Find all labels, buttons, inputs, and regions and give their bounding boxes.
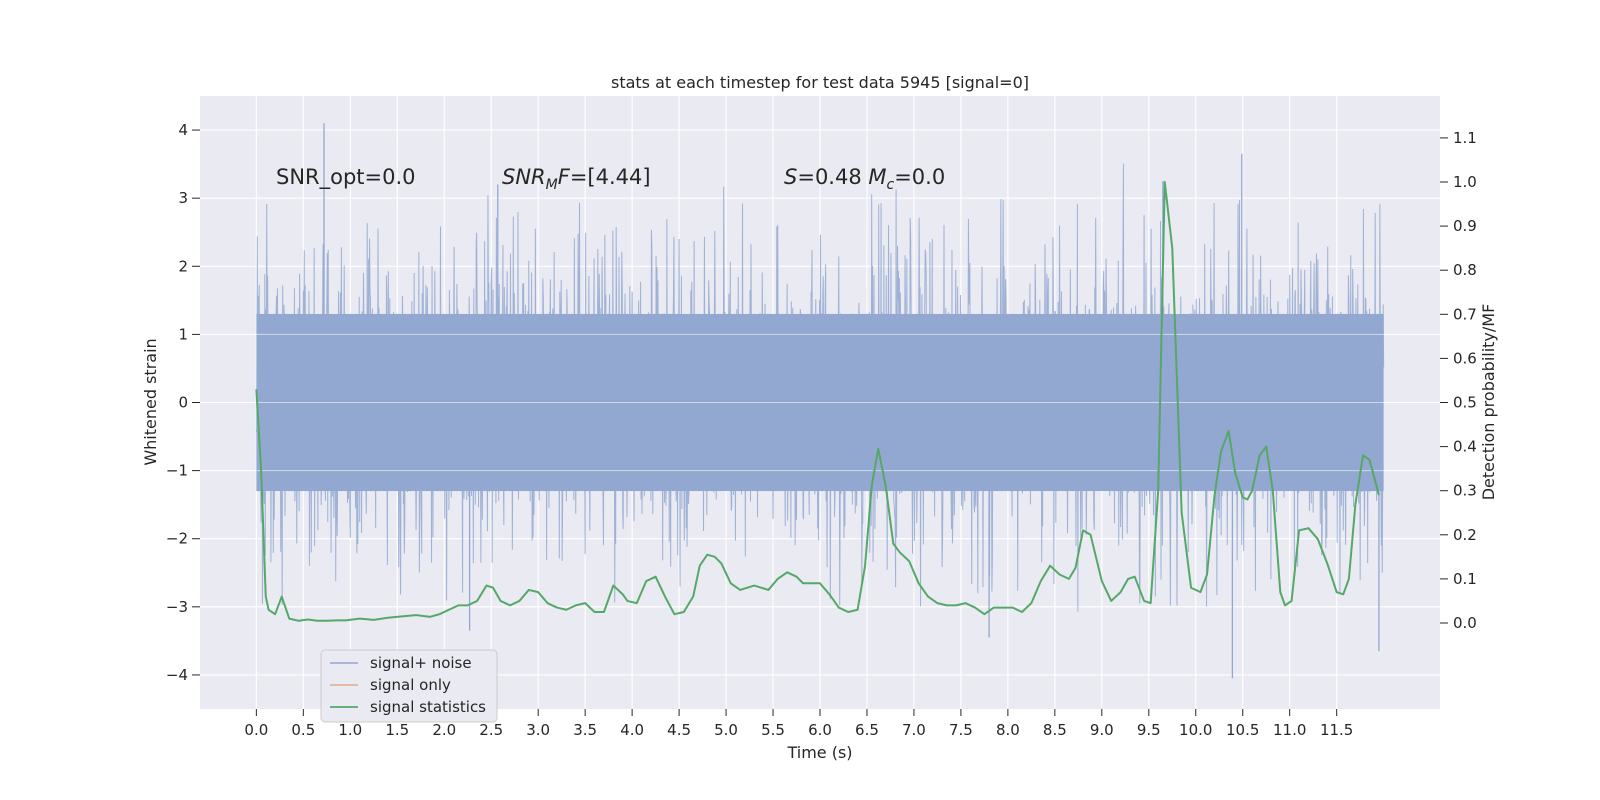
x-tick-label: 11.5 [1320, 721, 1353, 739]
signal-noise-series [255, 123, 1385, 679]
x-tick-label: 9.0 [1090, 721, 1114, 739]
x-tick-label: 1.0 [338, 721, 362, 739]
x-tick-label: 6.5 [855, 721, 879, 739]
legend: signal+ noise signal only signal statist… [320, 649, 498, 723]
signal-statistics-line [255, 181, 1380, 622]
right-tick-label: 0.2 [1453, 526, 1477, 544]
legend-label-signal-only: signal only [370, 676, 451, 694]
right-tick-label: 0.5 [1453, 394, 1477, 412]
left-axis-label: Whitened strain [141, 338, 160, 465]
right-tick-label: 0.0 [1453, 614, 1477, 632]
legend-box [320, 649, 498, 723]
x-tick-label: 10.0 [1179, 721, 1212, 739]
x-tick-label: 5.5 [761, 721, 785, 739]
x-tick-label: 3.0 [526, 721, 550, 739]
x-tick-label: 0.5 [291, 721, 315, 739]
left-tick-label: 0 [178, 394, 188, 412]
x-tick-label: 2.0 [432, 721, 456, 739]
left-tick-label: 3 [178, 189, 188, 207]
left-axis: 4 3 2 1 0 −1 −2 −3 −4 [166, 121, 200, 684]
right-tick-label: 1.0 [1453, 173, 1477, 191]
right-tick-label: 0.7 [1453, 305, 1477, 323]
x-tick-label: 1.5 [385, 721, 409, 739]
left-tick-label: −3 [166, 598, 188, 616]
left-tick-label: 4 [178, 121, 188, 139]
x-tick-label: 4.5 [667, 721, 691, 739]
right-tick-label: 0.9 [1453, 217, 1477, 235]
right-tick-label: 0.4 [1453, 438, 1477, 456]
x-axis: 0.0 0.5 1.0 1.5 2.0 2.5 3.0 3.5 4.0 4.5 5.0 5.5 6.0 6… [244, 709, 1353, 739]
x-tick-label: 8.0 [996, 721, 1020, 739]
left-tick-label: −4 [166, 666, 188, 684]
x-tick-label: 10.5 [1226, 721, 1259, 739]
right-tick-label: 0.8 [1453, 261, 1477, 279]
left-tick-label: −1 [166, 462, 188, 480]
legend-label-signal-noise: signal+ noise [370, 654, 472, 672]
x-tick-label: 3.5 [573, 721, 597, 739]
left-tick-label: −2 [166, 530, 188, 548]
left-tick-label: 1 [178, 325, 188, 343]
signal-statistics-series [255, 181, 1380, 622]
x-tick-label: 7.0 [902, 721, 926, 739]
right-tick-label: 0.1 [1453, 570, 1477, 588]
annotation-snr-mf: SNRMF=[4.44] [502, 165, 651, 193]
right-tick-label: 0.3 [1453, 482, 1477, 500]
annotation-snr-opt: SNR_opt=0.0 [276, 165, 416, 190]
right-tick-label: 1.1 [1453, 129, 1477, 147]
x-tick-label: 5.0 [714, 721, 738, 739]
x-axis-label: Time (s) [786, 743, 852, 762]
x-tick-label: 6.0 [808, 721, 832, 739]
x-tick-label: 9.5 [1137, 721, 1161, 739]
x-tick-label: 4.0 [620, 721, 644, 739]
x-tick-label: 7.5 [949, 721, 973, 739]
x-tick-label: 0.0 [244, 721, 268, 739]
right-tick-label: 0.6 [1453, 349, 1477, 367]
x-tick-label: 2.5 [479, 721, 503, 739]
right-axis: 1.1 1.0 0.9 0.8 0.7 0.6 0.5 0.4 0.3 0.2 0.1 0.0 [1440, 129, 1477, 632]
chart-title: stats at each timestep for test data 594… [611, 73, 1029, 92]
left-tick-label: 2 [178, 257, 188, 275]
annotation-s-mc: S=0.48 Mc=0.0 [784, 165, 945, 193]
x-tick-label: 11.0 [1273, 721, 1306, 739]
x-tick-label: 8.5 [1043, 721, 1067, 739]
legend-label-signal-statistics: signal statistics [370, 698, 486, 716]
right-axis-label: Detection probability/MF [1479, 304, 1498, 501]
